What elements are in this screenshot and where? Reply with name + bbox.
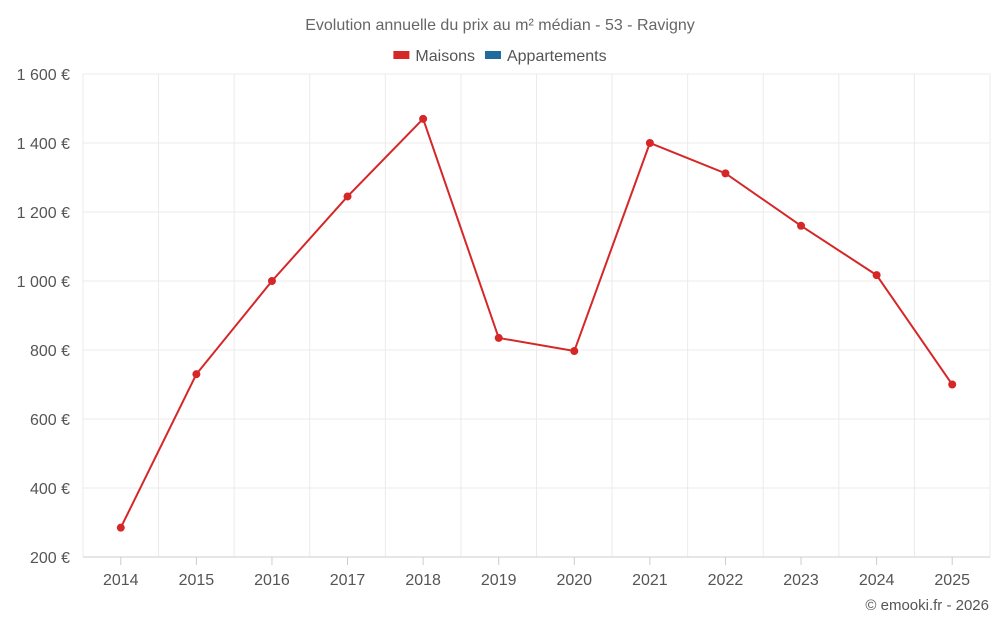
data-point[interactable] <box>645 139 654 147</box>
legend-label: Appartements <box>507 48 607 65</box>
x-tick-label: 2022 <box>708 572 744 589</box>
y-axis: 200 € 400 € 600 € 800 € 1 000 € 1 200 € 1 400 … <box>17 67 70 567</box>
x-tick-label: 2023 <box>783 572 819 589</box>
data-point[interactable] <box>267 277 276 285</box>
x-tick-label: 2019 <box>481 572 517 589</box>
data-point[interactable] <box>494 333 503 342</box>
y-tick-label: 400 € <box>30 481 70 498</box>
chart-title: Evolution annuelle du prix au m² médian … <box>305 17 695 34</box>
data-point[interactable] <box>192 370 201 379</box>
data-point[interactable] <box>721 169 730 178</box>
x-tick-label: 2016 <box>254 572 290 589</box>
y-tick-label: 1 600 € <box>17 67 70 84</box>
legend-label: Maisons <box>415 48 475 65</box>
series-line-maisons <box>119 116 954 529</box>
y-tick-label: 200 € <box>30 550 70 567</box>
series-layer <box>116 114 957 532</box>
data-point[interactable] <box>948 380 957 389</box>
y-tick-label: 600 € <box>30 412 70 429</box>
x-tick-label: 2020 <box>556 572 592 589</box>
data-point[interactable] <box>116 523 125 532</box>
x-axis: 2014 2015 2016 2017 2018 2019 2020 2021 2022 2023… <box>103 557 970 589</box>
x-tick-label: 2017 <box>330 572 366 589</box>
legend-item-maisons[interactable]: Maisons <box>393 48 475 65</box>
y-tick-label: 1 200 € <box>17 205 70 222</box>
x-tick-label: 2021 <box>632 572 668 589</box>
data-point[interactable] <box>872 271 881 280</box>
data-point[interactable] <box>419 114 428 123</box>
y-tick-label: 1 000 € <box>17 274 70 291</box>
y-tick-label: 1 400 € <box>17 136 70 153</box>
legend: Maisons Appartements <box>393 48 607 65</box>
grid <box>82 73 991 558</box>
data-point[interactable] <box>570 347 579 356</box>
legend-item-appartements[interactable]: Appartements <box>484 48 607 65</box>
x-tick-label: 2015 <box>179 572 215 589</box>
x-tick-label: 2024 <box>859 572 895 589</box>
x-tick-label: 2025 <box>934 572 970 589</box>
legend-swatch <box>393 51 410 59</box>
legend-swatch <box>484 51 501 59</box>
data-point[interactable] <box>343 192 352 201</box>
x-tick-label: 2014 <box>103 572 139 589</box>
credit-text: © emooki.fr - 2026 <box>865 597 989 614</box>
data-point[interactable] <box>797 221 806 230</box>
y-tick-label: 800 € <box>30 343 70 360</box>
x-tick-label: 2018 <box>405 572 441 589</box>
